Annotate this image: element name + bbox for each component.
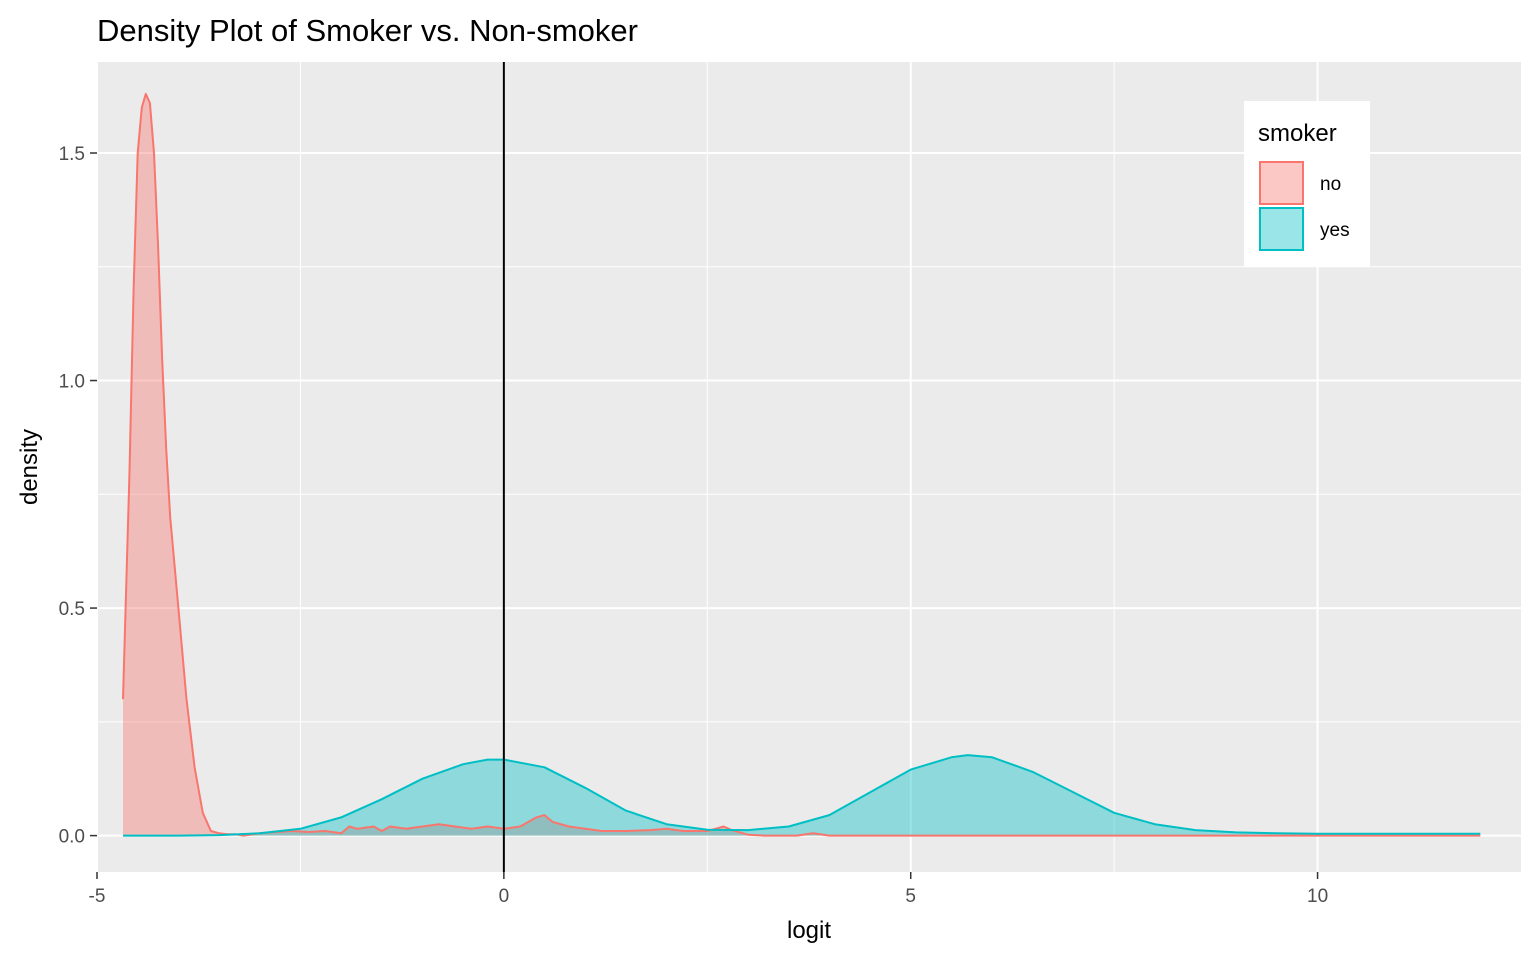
x-tick-label: 10 xyxy=(1307,886,1328,907)
legend-label-yes: yes xyxy=(1320,220,1350,241)
chart-title: Density Plot of Smoker vs. Non-smoker xyxy=(97,13,638,48)
x-axis-ticks: -5 0 5 10 xyxy=(89,872,1328,907)
x-tick-label: -5 xyxy=(89,886,106,907)
x-axis-title: logit xyxy=(787,917,831,944)
y-tick-label: 1.0 xyxy=(59,372,85,393)
y-axis-ticks: 0.0 0.5 1.0 1.5 xyxy=(59,144,97,848)
legend-title: smoker xyxy=(1258,120,1337,147)
y-tick-label: 0.0 xyxy=(59,827,85,848)
legend-key-yes xyxy=(1259,207,1304,251)
y-axis-title: density xyxy=(16,429,43,505)
density-area-yes xyxy=(123,755,1481,836)
legend: smoker no yes xyxy=(1244,101,1370,267)
density-lines xyxy=(122,92,1481,837)
legend-key-no xyxy=(1259,161,1304,205)
density-line-no xyxy=(122,92,1481,837)
y-tick-label: 0.5 xyxy=(59,599,85,620)
density-line-yes xyxy=(123,754,1481,837)
density-areas xyxy=(123,93,1481,836)
x-tick-label: 0 xyxy=(499,886,510,907)
x-tick-label: 5 xyxy=(905,886,916,907)
y-tick-label: 1.5 xyxy=(59,144,85,165)
legend-background xyxy=(1244,101,1370,267)
legend-label-no: no xyxy=(1320,174,1341,195)
